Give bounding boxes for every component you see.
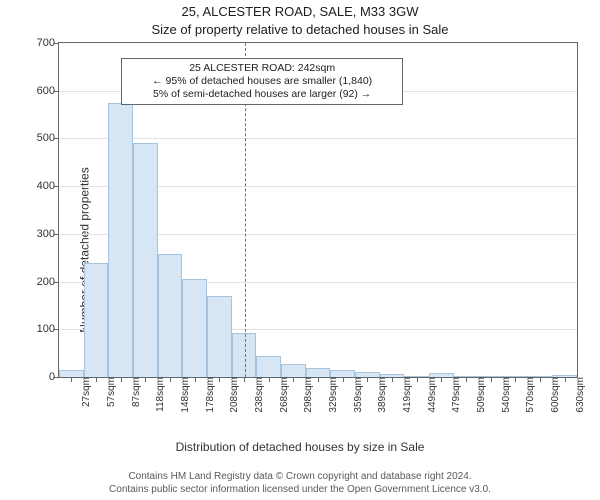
ytick-label: 500 (21, 132, 59, 144)
xtick-label: 208sqm (223, 377, 240, 413)
xtick-mark (540, 377, 541, 382)
xtick-label: 540sqm (495, 377, 512, 413)
xtick-mark (367, 377, 368, 382)
xtick-label: 268sqm (273, 377, 290, 413)
xtick-mark (293, 377, 294, 382)
chart-subtitle: Size of property relative to detached ho… (0, 22, 600, 37)
histogram-bar (133, 143, 158, 377)
histogram-bar (59, 370, 84, 377)
xtick-label: 178sqm (199, 377, 216, 413)
annotation-line-3: 5% of semi-detached houses are larger (9… (128, 88, 396, 101)
xtick-mark (71, 377, 72, 382)
xtick-label: 87sqm (125, 377, 142, 407)
xtick-mark (318, 377, 319, 382)
histogram-bar (158, 254, 183, 377)
xtick-label: 570sqm (519, 377, 536, 413)
xtick-label: 148sqm (174, 377, 191, 413)
xtick-label: 298sqm (297, 377, 314, 413)
ytick-label: 600 (21, 85, 59, 97)
xtick-label: 479sqm (445, 377, 462, 413)
histogram-bar (256, 356, 281, 377)
xtick-mark (343, 377, 344, 382)
attribution-line-1: Contains HM Land Registry data © Crown c… (8, 471, 592, 484)
ytick-label: 400 (21, 180, 59, 192)
xtick-mark (170, 377, 171, 382)
chart-title: 25, ALCESTER ROAD, SALE, M33 3GW (0, 4, 600, 19)
attribution-text: Contains HM Land Registry data © Crown c… (8, 471, 592, 496)
histogram-bar (306, 368, 331, 377)
xtick-label: 27sqm (75, 377, 92, 407)
xtick-mark (244, 377, 245, 382)
xtick-label: 509sqm (470, 377, 487, 413)
xtick-mark (565, 377, 566, 382)
xtick-label: 389sqm (371, 377, 388, 413)
plot-area: 010020030040050060070027sqm57sqm87sqm118… (58, 42, 578, 378)
xtick-mark (441, 377, 442, 382)
xtick-mark (515, 377, 516, 382)
xtick-label: 449sqm (421, 377, 438, 413)
histogram-bar (108, 103, 133, 377)
xtick-mark (466, 377, 467, 382)
annotation-box: 25 ALCESTER ROAD: 242sqm← 95% of detache… (121, 58, 403, 105)
xtick-mark (219, 377, 220, 382)
xtick-mark (145, 377, 146, 382)
xtick-mark (269, 377, 270, 382)
grid-line (59, 138, 577, 139)
xtick-label: 600sqm (544, 377, 561, 413)
ytick-label: 200 (21, 276, 59, 288)
histogram-bar (207, 296, 232, 377)
attribution-line-2: Contains public sector information licen… (8, 484, 592, 497)
ytick-label: 0 (21, 371, 59, 383)
histogram-bar (84, 263, 109, 378)
ytick-label: 700 (21, 37, 59, 49)
xtick-label: 419sqm (396, 377, 413, 413)
xtick-mark (195, 377, 196, 382)
xtick-mark (417, 377, 418, 382)
xtick-mark (491, 377, 492, 382)
xtick-label: 238sqm (248, 377, 265, 413)
histogram-bar (330, 370, 355, 377)
ytick-label: 300 (21, 228, 59, 240)
xtick-mark (96, 377, 97, 382)
ytick-label: 100 (21, 323, 59, 335)
xtick-label: 329sqm (322, 377, 339, 413)
xtick-mark (121, 377, 122, 382)
xtick-label: 57sqm (100, 377, 117, 407)
annotation-line-1: 25 ALCESTER ROAD: 242sqm (128, 62, 396, 75)
xtick-mark (392, 377, 393, 382)
histogram-bar (182, 279, 207, 377)
xtick-label: 630sqm (569, 377, 586, 413)
property-size-chart: 25, ALCESTER ROAD, SALE, M33 3GW Size of… (0, 0, 600, 500)
xtick-label: 118sqm (149, 377, 166, 412)
histogram-bar (281, 364, 306, 377)
annotation-line-2: ← 95% of detached houses are smaller (1,… (128, 75, 396, 88)
xtick-label: 359sqm (347, 377, 364, 413)
x-axis-label: Distribution of detached houses by size … (0, 440, 600, 454)
